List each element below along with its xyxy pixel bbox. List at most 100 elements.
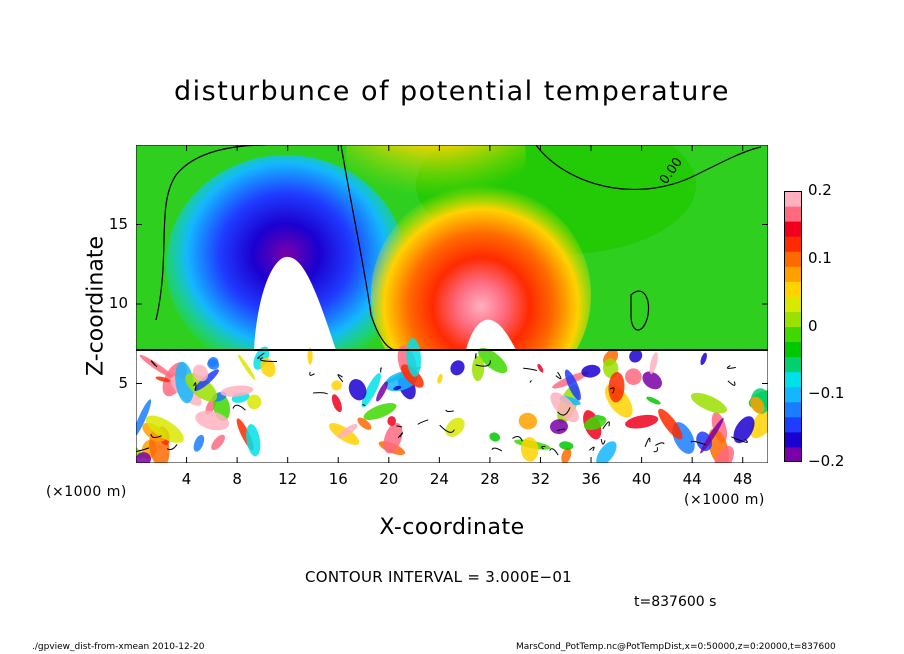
turbulence-blob: [646, 396, 661, 405]
colorbar-tick-label: 0: [808, 316, 818, 335]
colorbar-segment: [784, 341, 802, 358]
footer-left-text: ./gpview_dist-from-xmean 2010-12-20: [32, 642, 205, 652]
turbulence-blob: [450, 360, 465, 376]
turbulence-blob: [581, 364, 601, 378]
turbulence-blob: [559, 441, 574, 450]
colorbar-segment: [784, 431, 802, 448]
turbulence-blob: [195, 410, 230, 431]
colorbar-segment: [784, 236, 802, 252]
turbulence-contour: [600, 439, 606, 445]
turbulence-blob: [437, 373, 443, 384]
turbulence-contour: [555, 371, 562, 380]
colorbar-segment: [784, 416, 802, 433]
turbulence-blob: [478, 347, 508, 374]
turbulence-blob: [700, 417, 724, 454]
turbulence-contour: [150, 433, 162, 439]
turbulence-blob: [520, 437, 539, 462]
turbulence-blob: [564, 369, 581, 401]
turbulence-blob: [713, 446, 735, 463]
turbulence-blob: [596, 441, 617, 463]
turbulence-blob: [658, 408, 683, 440]
turbulence-blob: [406, 337, 422, 377]
turbulence-contour: [417, 419, 429, 425]
contour-interval-text: CONTOUR INTERVAL = 3.000E−01: [305, 568, 573, 586]
turbulence-blob: [193, 434, 205, 452]
turbulence-blob: [733, 416, 755, 444]
turbulence-blob: [561, 447, 572, 463]
turbulence-blob: [220, 385, 254, 397]
turbulence-contour: [337, 374, 344, 383]
turbulence-blob: [537, 363, 544, 373]
footer-right-text: MarsCond_PotTemp.nc@PotTempDist,x=0:5000…: [516, 642, 836, 652]
turbulence-blob: [625, 368, 642, 386]
turbulence-contour: [653, 447, 658, 453]
turbulence-contour: [602, 421, 610, 430]
colorbar-segment: [784, 191, 802, 207]
turbulence-blob: [690, 392, 727, 414]
turbulence-contour: [259, 357, 278, 362]
colorbar-segment: [784, 446, 802, 462]
time-label: t=837600 s: [634, 594, 717, 610]
cold-core-white: [254, 256, 336, 350]
turbulence-contour: [193, 382, 197, 391]
turbulence-blob: [649, 352, 658, 375]
turbulence-blob: [550, 419, 568, 435]
turbulence-blob: [357, 417, 372, 430]
colorbar-segment: [784, 311, 802, 327]
turbulence-contour: [439, 424, 455, 433]
turbulence-blob: [155, 376, 171, 383]
turbulence-blob: [260, 357, 276, 378]
turbulence-contour: [257, 352, 265, 359]
turbulence-contour: [150, 360, 158, 368]
turbulence-blob: [387, 416, 397, 426]
turbulence-blob: [696, 431, 713, 452]
turbulence-contour: [655, 442, 665, 446]
turbulence-contour: [549, 448, 559, 456]
turbulence-contour: [166, 444, 178, 451]
colorbar-tick-label: −0.2: [808, 452, 845, 470]
turbulence-contour: [727, 380, 736, 386]
turbulence-contour: [309, 371, 315, 376]
turbulence-blob: [750, 404, 768, 439]
x-tick-label: 12: [278, 470, 298, 488]
lower-layer-turbulence: [136, 337, 768, 463]
x-tick-label: 48: [733, 470, 753, 488]
turbulence-contour: [523, 367, 538, 371]
x-tick-label: 8: [232, 470, 242, 488]
turbulence-contour: [474, 352, 477, 359]
turbulence-blob: [361, 373, 381, 408]
turbulence-contour: [644, 437, 651, 447]
x-tick-label: 4: [181, 470, 192, 488]
colorbar-segment: [784, 296, 802, 312]
colorbar-segment: [784, 281, 802, 297]
turbulence-contour: [731, 436, 748, 443]
y-tick-label: 5: [118, 373, 128, 392]
colorbar-segment: [784, 221, 802, 237]
turbulence-contour: [541, 445, 546, 450]
turbulence-blob: [337, 423, 358, 439]
turbulence-contour: [556, 428, 566, 432]
turbulence-blob: [145, 415, 184, 443]
x-unit-label-left: (×1000 m): [46, 484, 127, 500]
colorbar-segment: [784, 251, 802, 267]
turbulence-contour: [397, 432, 404, 439]
colorbar-tick-label: 0.2: [808, 181, 832, 199]
turbulence-blob: [246, 424, 261, 457]
contour-line-blob: [630, 290, 650, 331]
warm-core-white: [466, 319, 516, 350]
turbulence-contour: [726, 365, 736, 369]
contour-line-left: [155, 145, 267, 321]
colorbar-segment: [784, 401, 802, 418]
contour-line-center: [340, 145, 397, 351]
turbulence-blob: [376, 381, 388, 402]
colorbar-segment: [784, 386, 802, 403]
colorbar-frame: [784, 191, 802, 462]
turbulence-blob: [518, 412, 538, 430]
turbulence-blob: [583, 415, 607, 431]
turbulence-contour: [512, 435, 523, 442]
turbulence-contour: [445, 409, 454, 413]
turbulence-blob: [175, 361, 194, 404]
chart-title: disturbunce of potential temperature: [174, 76, 730, 107]
turbulence-blob: [608, 372, 625, 403]
turbulence-contour: [232, 404, 246, 411]
